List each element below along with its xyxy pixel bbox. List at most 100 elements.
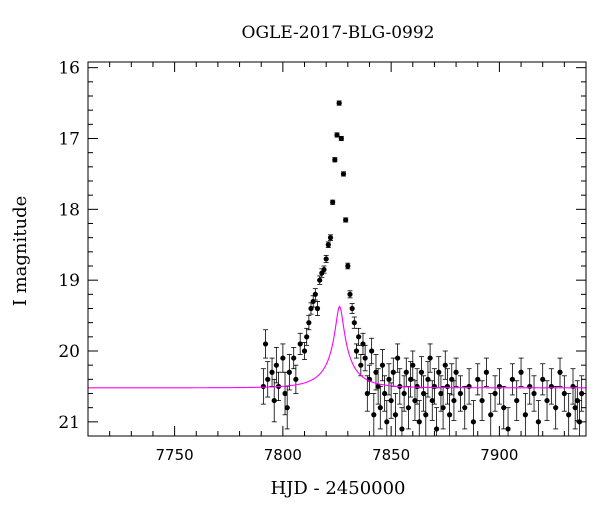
data-point: [336, 100, 342, 106]
data-point: [325, 242, 331, 248]
data-point: [408, 376, 414, 382]
data-point: [579, 390, 585, 397]
data-point: [301, 348, 308, 354]
data-point: [453, 369, 459, 375]
data-point: [431, 383, 438, 390]
x-tick-label: 7850: [372, 446, 410, 464]
data-point: [317, 277, 323, 283]
data-point: [306, 320, 312, 326]
data-point: [371, 412, 377, 418]
data-point: [356, 334, 362, 340]
data-point: [403, 369, 409, 375]
data-point: [293, 376, 299, 382]
y-tick-label: 17: [58, 130, 80, 150]
data-point: [544, 397, 550, 404]
axis-ticks: [88, 62, 587, 437]
data-point: [379, 362, 386, 368]
data-point: [291, 355, 297, 361]
data-point: [501, 405, 507, 411]
data-point: [412, 397, 418, 404]
data-point: [423, 412, 429, 418]
y-tick-label: 18: [58, 200, 80, 220]
data-point: [522, 412, 528, 418]
data-point: [271, 397, 277, 404]
data-point: [345, 263, 351, 269]
data-point: [384, 419, 390, 425]
data-point: [557, 369, 563, 375]
data-point: [566, 412, 572, 418]
data-point: [514, 397, 520, 404]
data-point: [304, 334, 310, 340]
x-tick-label: 7750: [156, 446, 194, 464]
data-point: [518, 369, 524, 375]
data-point: [509, 376, 515, 382]
data-point: [338, 135, 344, 142]
chart-title: OGLE-2017-BLG-0992: [242, 23, 435, 43]
data-point: [574, 397, 580, 404]
data-point: [425, 376, 431, 382]
data-point: [414, 383, 420, 390]
data-point: [312, 291, 318, 297]
data-point: [438, 390, 444, 397]
data-point: [451, 397, 457, 404]
error-bars: [260, 100, 585, 437]
data-point: [349, 305, 355, 312]
data-point: [429, 397, 435, 404]
data-point: [416, 419, 422, 425]
data-point: [273, 362, 279, 368]
data-point: [353, 348, 360, 354]
data-point: [377, 405, 383, 411]
data-point: [284, 405, 290, 411]
data-point: [388, 397, 394, 404]
y-tick-label: 20: [58, 342, 80, 362]
axis-tick-labels: 7750 7800 7850 7900 16 17 18 19 20 21: [58, 59, 518, 464]
data-point: [373, 369, 379, 375]
data-point: [492, 390, 498, 397]
x-tick-label: 7900: [480, 446, 518, 464]
model-curve: [88, 305, 586, 389]
data-point: [327, 235, 334, 241]
data-point: [308, 305, 314, 312]
data-point: [446, 412, 453, 418]
data-point: [332, 157, 338, 163]
data-point: [297, 341, 303, 347]
data-point: [442, 362, 448, 368]
data-point: [401, 390, 407, 397]
data-point: [488, 412, 494, 418]
plot-area: [88, 100, 586, 437]
data-point: [360, 341, 366, 347]
data-point: [470, 419, 477, 425]
data-point: [340, 171, 347, 177]
data-point: [405, 405, 412, 411]
data-point: [390, 369, 396, 375]
data-point: [540, 376, 546, 382]
data-point: [260, 383, 266, 390]
data-point: [364, 390, 370, 397]
data-point: [436, 369, 442, 375]
data-point: [576, 419, 583, 425]
data-point: [457, 390, 464, 397]
y-tick-label: 21: [58, 413, 80, 433]
data-point: [434, 426, 440, 432]
data-point: [392, 412, 399, 418]
plot-frame: [87, 61, 587, 437]
data-point: [330, 199, 336, 205]
x-tick-label: 7800: [264, 446, 302, 464]
data-point: [475, 376, 481, 382]
x-axis-label: HJD - 2450000: [270, 478, 405, 499]
data-point: [505, 426, 511, 432]
data-point: [479, 397, 485, 404]
data-point: [386, 376, 392, 382]
data-points: [260, 100, 585, 432]
data-point: [375, 383, 381, 390]
data-point: [362, 355, 368, 361]
data-point: [483, 369, 489, 375]
y-tick-label: 16: [58, 59, 80, 79]
data-point: [314, 305, 321, 312]
data-point: [561, 390, 567, 397]
data-point: [399, 426, 405, 432]
data-point: [427, 355, 433, 361]
data-point: [369, 348, 375, 354]
data-point: [462, 405, 468, 411]
